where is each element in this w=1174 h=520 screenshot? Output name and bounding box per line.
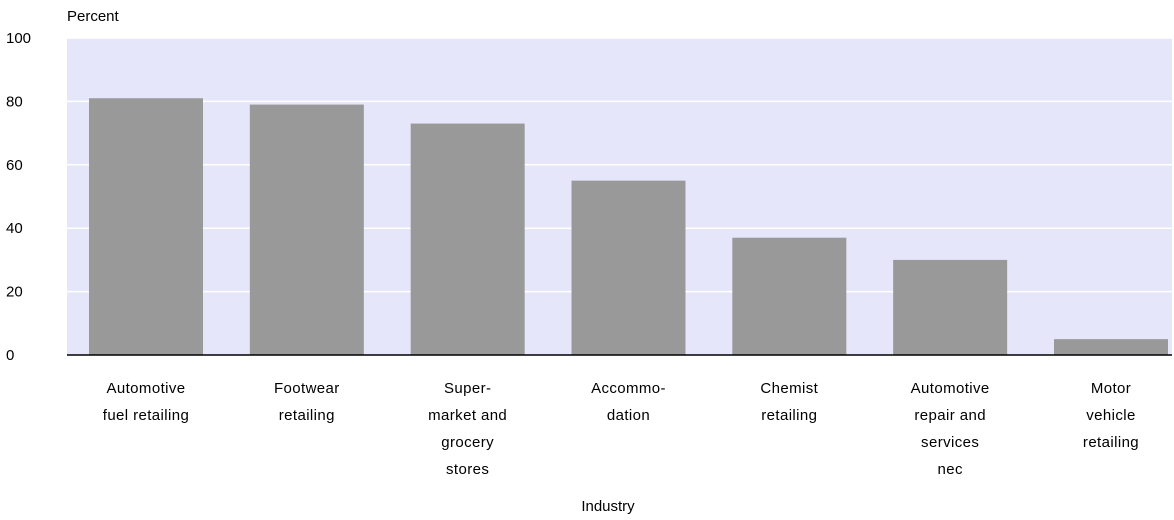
bar — [571, 180, 686, 355]
bar — [1054, 339, 1168, 355]
bar — [893, 259, 1008, 355]
x-axis-title: Industry — [581, 498, 635, 515]
x-tick-label: Accommo-dation — [591, 380, 666, 424]
x-tick-label: Automotive repair and services nec — [911, 380, 990, 478]
x-axis-labels: Automotive fuel retailing Footwear retailin… — [103, 380, 1139, 478]
y-tick-label: 100 — [6, 30, 31, 47]
bars — [89, 98, 1168, 355]
x-tick-label: Motor vehicle retailing — [1083, 380, 1139, 451]
y-tick-label: 60 — [6, 157, 23, 174]
x-tick-label: Super-market and grocery stores — [428, 380, 507, 478]
y-tick-label: 0 — [6, 347, 14, 364]
y-axis-title: Percent — [67, 8, 120, 25]
x-tick-label: Automotive fuel retailing — [103, 380, 189, 424]
y-tick-label: 20 — [6, 284, 23, 301]
y-axis-ticks: 0 20 40 60 80 100 — [6, 30, 31, 364]
bar — [410, 123, 525, 355]
y-tick-label: 40 — [6, 220, 23, 237]
x-tick-label: Footwear retailing — [274, 380, 340, 424]
bar — [249, 104, 364, 355]
x-tick-label: Chemist retailing — [760, 380, 818, 424]
y-tick-label: 80 — [6, 93, 23, 110]
bar — [732, 237, 847, 355]
bar — [89, 98, 203, 355]
